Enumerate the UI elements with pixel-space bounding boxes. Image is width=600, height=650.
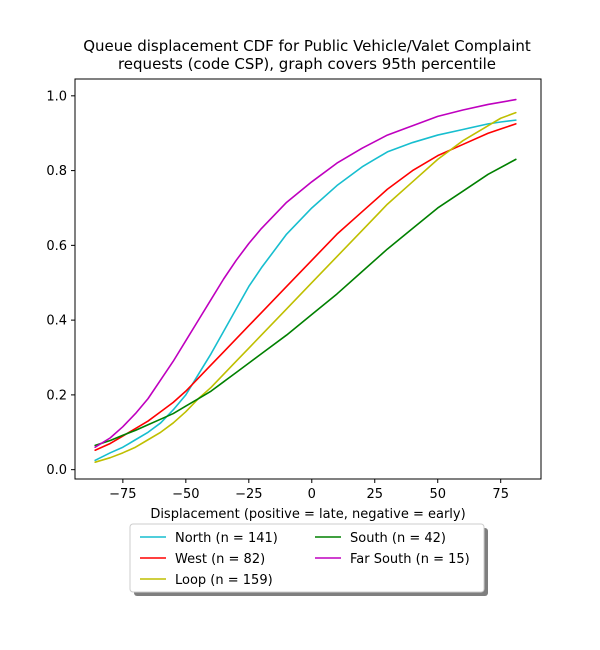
legend-label-4: Far South (n = 15) [350,552,470,567]
y-tick-label: 0.6 [46,239,67,254]
x-tick-label: 25 [366,487,383,502]
plot-frame [74,78,542,480]
x-tick-label: −25 [235,487,262,502]
y-tick-label: 0.4 [46,314,67,329]
series-layer [94,98,517,463]
y-tick-label: 1.0 [46,89,67,104]
legend-box [129,523,485,593]
y-tick-label: 0.2 [46,388,67,403]
y-tick-label: 0.8 [46,164,67,179]
x-axis-label: Displacement (positive = late, negative … [150,507,465,522]
series-line-1 [94,123,517,452]
x-tick-label: 0 [308,487,316,502]
legend-label-1: West (n = 82) [175,552,265,567]
x-tick-label: −50 [172,487,199,502]
series-line-0 [94,119,517,462]
series-line-3 [94,158,517,447]
y-axis-ticks: 0.0 0.2 0.4 0.6 0.8 1.0 [46,89,75,478]
legend: North (n = 141) West (n = 82) Loop (n = 15… [129,523,488,596]
legend-items: North (n = 141) West (n = 82) Loop (n = 15… [140,531,470,588]
x-tick-label: 75 [492,487,509,502]
chart-title-line-2: requests (code CSP), graph covers 95th p… [118,55,496,73]
series-line-4 [94,98,517,449]
x-tick-label: −75 [109,487,136,502]
x-axis-ticks: −75 −50 −25 0 25 50 75 [109,479,509,502]
chart-title-line-1: Queue displacement CDF for Public Vehicl… [83,37,531,55]
series-line-2 [94,111,517,463]
legend-label-0: North (n = 141) [175,531,278,546]
legend-label-3: South (n = 42) [350,531,446,546]
y-tick-label: 0.0 [46,463,67,478]
x-tick-label: 50 [429,487,446,502]
legend-label-2: Loop (n = 159) [175,573,273,588]
